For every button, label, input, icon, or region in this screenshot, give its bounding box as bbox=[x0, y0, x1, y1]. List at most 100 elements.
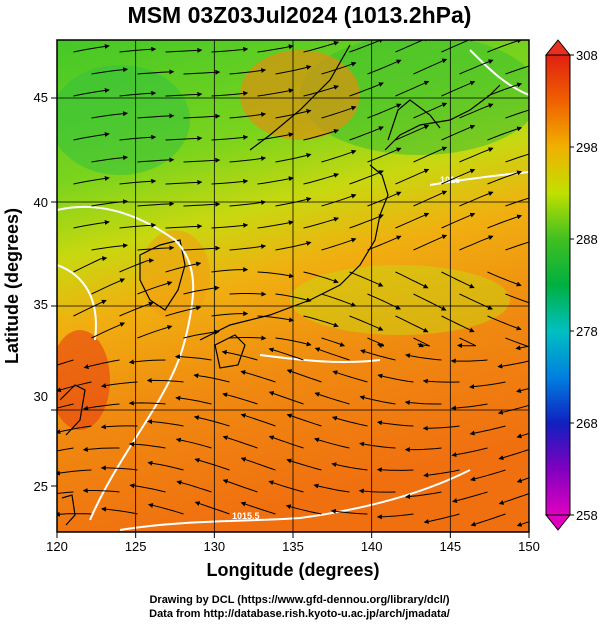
wind-streamline bbox=[119, 222, 157, 229]
colorbar-max-arrow bbox=[544, 39, 572, 56]
y-axis-label: Latitude (degrees) bbox=[2, 208, 22, 364]
wind-streamline bbox=[422, 425, 460, 431]
wind-streamline bbox=[137, 69, 175, 75]
wind-streamline bbox=[73, 175, 110, 185]
wind-streamline bbox=[395, 271, 429, 289]
wind-streamline bbox=[240, 370, 276, 383]
wind-streamline bbox=[314, 392, 350, 405]
wind-streamline bbox=[82, 446, 120, 452]
wind-streamline bbox=[331, 462, 368, 471]
wind-streamline bbox=[119, 258, 155, 273]
wind-streamline bbox=[349, 40, 384, 53]
wind-streamline bbox=[515, 387, 529, 393]
wind-streamline bbox=[505, 197, 529, 207]
wind-streamline bbox=[57, 469, 92, 476]
wind-streamline bbox=[349, 126, 384, 141]
wind-streamline bbox=[358, 488, 396, 494]
wind-streamline bbox=[376, 513, 414, 520]
colorbar-tick-label: 258 bbox=[576, 508, 598, 523]
wind-streamline bbox=[83, 359, 120, 369]
y-tick-label: 30 bbox=[34, 389, 48, 404]
wind-streamline bbox=[505, 241, 529, 251]
wind-streamline bbox=[183, 113, 221, 119]
wind-streamline bbox=[174, 354, 212, 361]
wind-streamlines bbox=[57, 40, 529, 527]
wind-streamline bbox=[487, 315, 522, 331]
wind-streamline bbox=[413, 293, 447, 311]
wind-streamline bbox=[82, 488, 120, 494]
wind-streamline bbox=[349, 214, 384, 229]
wind-streamline bbox=[147, 460, 184, 471]
wind-streamline bbox=[498, 493, 529, 505]
wind-streamline bbox=[413, 102, 448, 119]
wind-streamline bbox=[395, 124, 430, 141]
wind-streamline bbox=[349, 271, 384, 287]
wind-streamline bbox=[459, 191, 494, 207]
wind-streamline bbox=[459, 293, 493, 310]
wind-streamline bbox=[119, 134, 157, 141]
wind-streamline bbox=[377, 373, 414, 383]
wind-streamline bbox=[229, 335, 267, 341]
wind-streamline bbox=[367, 235, 402, 251]
wind-streamline bbox=[487, 271, 522, 287]
warm-region-land bbox=[240, 50, 360, 140]
wind-streamline bbox=[451, 447, 488, 458]
wind-streamline bbox=[450, 403, 488, 411]
wind-streamline bbox=[441, 40, 476, 53]
wind-streamline bbox=[183, 285, 220, 295]
wind-streamline bbox=[349, 315, 384, 331]
wind-streamline bbox=[459, 103, 494, 119]
wind-streamline bbox=[211, 90, 249, 97]
wind-streamline bbox=[405, 491, 442, 499]
wind-streamline bbox=[222, 392, 258, 405]
wind-streamline bbox=[211, 311, 249, 317]
wind-streamline bbox=[303, 85, 339, 97]
wind-streamline bbox=[268, 480, 304, 493]
wind-streamline bbox=[303, 173, 339, 185]
wind-streamline bbox=[147, 502, 184, 515]
wind-streamline bbox=[240, 457, 276, 471]
wind-streamline bbox=[505, 109, 529, 119]
warm-region-china bbox=[57, 330, 110, 430]
wind-streamline bbox=[516, 477, 529, 483]
wind-streamline bbox=[459, 235, 494, 251]
wind-streamline bbox=[175, 437, 212, 449]
wind-streamline bbox=[395, 80, 430, 97]
wind-streamline bbox=[91, 278, 126, 295]
wind-streamline bbox=[119, 301, 154, 317]
wind-streamline bbox=[441, 80, 476, 97]
wind-streamline bbox=[57, 403, 74, 409]
wind-streamline bbox=[100, 424, 138, 430]
wind-streamline bbox=[413, 337, 430, 348]
wind-streamline bbox=[137, 281, 173, 295]
wind-streamline bbox=[349, 170, 384, 185]
wind-streamline bbox=[137, 245, 175, 251]
wind-streamline bbox=[257, 88, 294, 97]
wind-streamline bbox=[229, 244, 267, 251]
wind-streamline bbox=[194, 501, 230, 515]
x-tick-label: 145 bbox=[439, 539, 461, 554]
wind-streamline bbox=[83, 403, 120, 411]
wind-streamline bbox=[137, 325, 173, 339]
wind-streamline bbox=[321, 293, 357, 307]
wind-streamline bbox=[487, 126, 523, 141]
wind-streamline bbox=[303, 41, 339, 53]
wind-streamline bbox=[165, 91, 203, 97]
wind-streamline bbox=[222, 479, 258, 493]
wind-streamline bbox=[451, 491, 488, 503]
wind-streamline bbox=[367, 59, 402, 75]
wind-streamline bbox=[193, 415, 230, 427]
wind-streamline bbox=[257, 176, 294, 185]
wind-streamline bbox=[456, 337, 477, 349]
x-tick-label: 150 bbox=[518, 539, 540, 554]
wind-streamline bbox=[73, 299, 107, 317]
wind-streamline bbox=[303, 129, 339, 141]
wind-streamline bbox=[505, 337, 529, 351]
wind-streamline bbox=[100, 381, 138, 389]
wind-streamline bbox=[165, 223, 203, 229]
wind-streamline bbox=[183, 201, 221, 207]
wind-streamline bbox=[183, 69, 221, 75]
wind-streamline bbox=[450, 358, 488, 364]
wind-streamline bbox=[459, 147, 494, 163]
wind-streamline bbox=[229, 291, 267, 297]
